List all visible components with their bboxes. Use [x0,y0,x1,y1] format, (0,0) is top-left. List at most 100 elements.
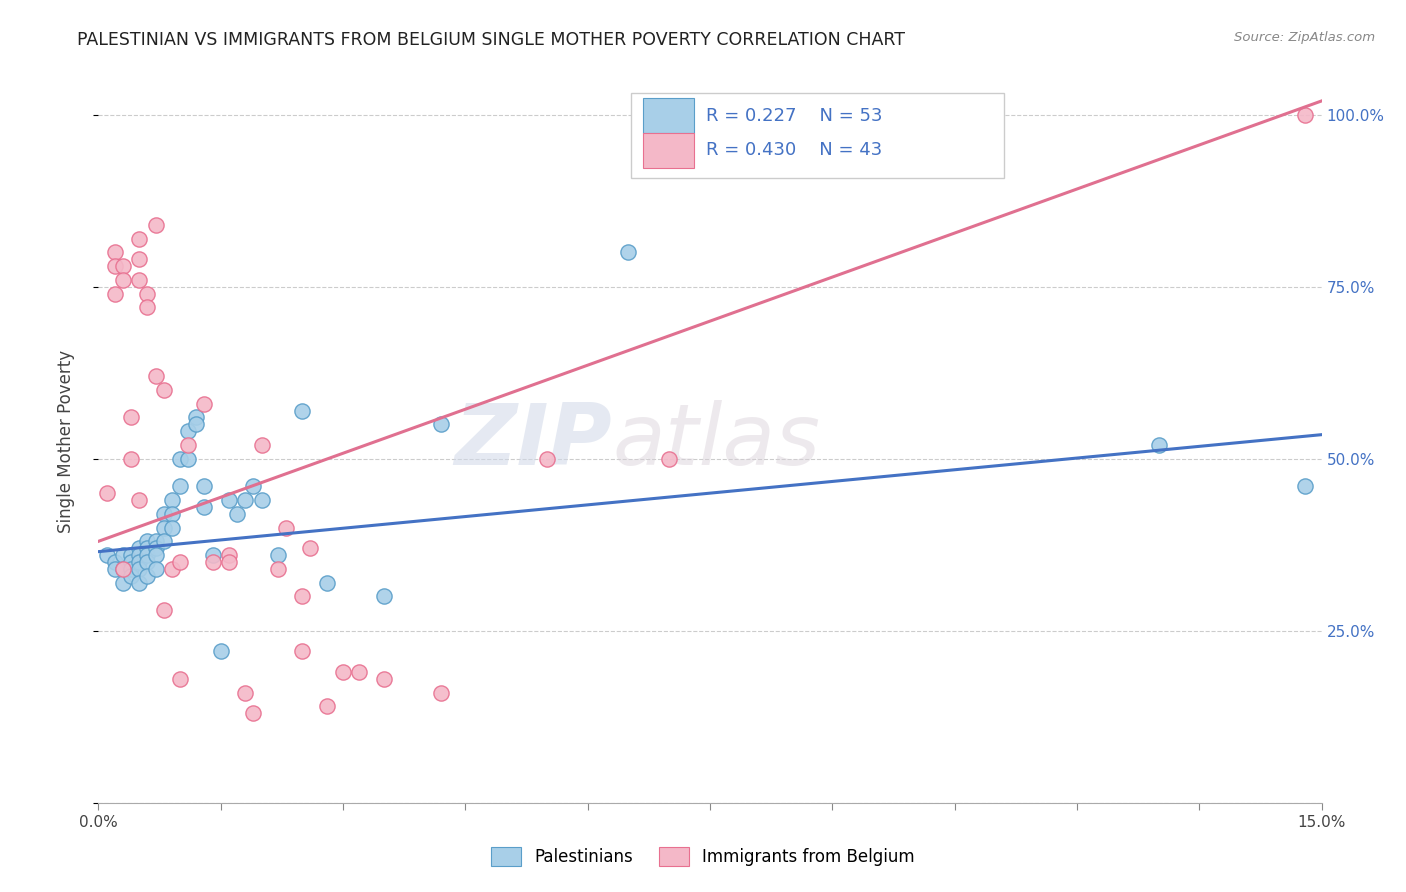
Point [250,438,273,452]
Point [201,548,224,562]
Point [233,686,256,700]
Point [373,590,395,604]
Point [128,231,150,245]
Point [120,451,142,466]
Point [128,562,150,576]
FancyBboxPatch shape [643,98,695,133]
FancyBboxPatch shape [643,133,695,168]
Point [136,286,159,301]
Point [145,534,167,549]
Point [152,520,174,534]
Point [267,562,290,576]
Point [349,665,371,679]
Point [96,548,118,562]
Point [250,493,273,508]
Point [104,286,127,301]
Point [332,665,354,679]
Point [136,534,159,549]
Text: Source: ZipAtlas.com: Source: ZipAtlas.com [1234,31,1375,45]
Point [111,562,134,576]
Point [299,541,322,556]
Point [160,507,183,521]
Point [96,486,118,500]
Point [218,548,240,562]
Point [104,562,127,576]
Point [111,548,134,562]
Point [104,259,127,273]
Point [169,451,191,466]
Point [128,273,150,287]
Point [152,534,174,549]
Point [1294,108,1316,122]
Point [136,555,159,569]
Point [233,493,256,508]
Point [226,507,249,521]
Point [315,575,337,590]
Point [111,259,134,273]
Point [193,500,215,514]
Text: R = 0.430    N = 43: R = 0.430 N = 43 [706,141,883,160]
Point [169,555,191,569]
Point [169,479,191,493]
Point [291,403,314,417]
Y-axis label: Single Mother Poverty: Single Mother Poverty [56,350,75,533]
Point [152,383,174,397]
Point [145,218,167,232]
Point [145,541,167,556]
Point [430,417,453,432]
Point [136,541,159,556]
Point [145,562,167,576]
Text: ZIP: ZIP [454,400,612,483]
Point [218,555,240,569]
Point [104,555,127,569]
Point [111,562,134,576]
Point [186,417,208,432]
Point [209,644,232,658]
Point [145,548,167,562]
Point [218,493,240,508]
Point [193,479,215,493]
Point [120,548,142,562]
Point [145,369,167,384]
Point [128,493,150,508]
Point [617,245,640,260]
Point [274,520,297,534]
Point [315,699,337,714]
Point [177,438,200,452]
Point [120,555,142,569]
Point [128,541,150,556]
Point [1294,479,1316,493]
Point [242,706,264,721]
Point [136,568,159,582]
Point [160,493,183,508]
Point [169,672,191,686]
Point [152,507,174,521]
Text: PALESTINIAN VS IMMIGRANTS FROM BELGIUM SINGLE MOTHER POVERTY CORRELATION CHART: PALESTINIAN VS IMMIGRANTS FROM BELGIUM S… [77,31,905,49]
Point [120,568,142,582]
Point [1147,438,1170,452]
Point [430,686,453,700]
Point [160,562,183,576]
Point [536,451,558,466]
Point [291,590,314,604]
Point [128,548,150,562]
Point [201,555,224,569]
Point [373,672,395,686]
Point [291,644,314,658]
Point [111,575,134,590]
Point [160,520,183,534]
Text: R = 0.227    N = 53: R = 0.227 N = 53 [706,107,883,125]
FancyBboxPatch shape [630,93,1004,178]
Point [186,410,208,425]
Point [136,548,159,562]
Point [120,562,142,576]
Point [120,410,142,425]
Point [128,252,150,267]
Point [128,555,150,569]
Point [193,397,215,411]
Point [111,273,134,287]
Point [104,245,127,260]
Point [177,451,200,466]
Point [242,479,264,493]
Point [267,548,290,562]
